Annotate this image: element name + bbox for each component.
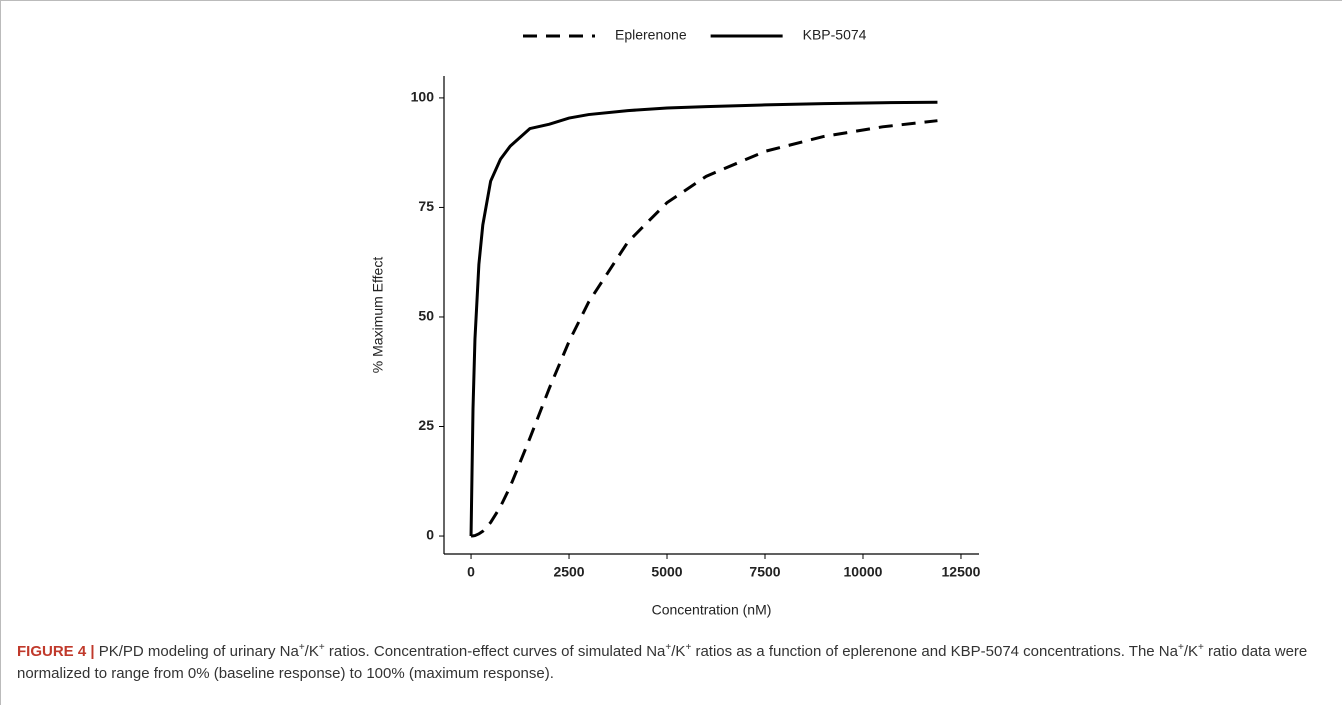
caption-text: ratio data were normalized to range from… xyxy=(17,643,1308,682)
caption: FIGURE 4 | PK/PD modeling of urinary Na+… xyxy=(17,641,1317,685)
line xyxy=(469,100,938,537)
caption-text: /K xyxy=(671,643,686,660)
x-tick-label: 10000 xyxy=(844,564,883,580)
y-tick-label: 75 xyxy=(418,198,434,214)
x-axis-label: Concentration (nM) xyxy=(652,602,772,618)
line xyxy=(470,119,938,538)
superscript: + xyxy=(318,642,325,653)
y-tick-label: 25 xyxy=(418,417,434,433)
caption-text: /K xyxy=(1183,643,1199,660)
superscript: + xyxy=(685,642,692,653)
x-tick-label: 2500 xyxy=(553,564,584,580)
y-tick-label: 0 xyxy=(426,527,434,543)
caption-text: PK/PD modeling of urinary Na xyxy=(98,643,299,660)
y-axis-label: % Maximum Effect xyxy=(370,257,386,374)
superscript: + xyxy=(1198,642,1204,653)
x-tick-label: 7500 xyxy=(749,564,780,580)
y-tick-label: 50 xyxy=(418,308,434,324)
caption-text: ratios. Concentration-effect curves of s… xyxy=(324,643,666,660)
legend-label: Eplerenone xyxy=(615,27,687,43)
chart: 0 25 50 75 100 0 2500 5000 7500 10000 12500 Concent… xyxy=(370,27,981,618)
superscript: + xyxy=(298,642,305,653)
x-tick-label: 5000 xyxy=(651,564,682,580)
caption-label: FIGURE 4 | xyxy=(17,643,95,660)
superscript: + xyxy=(665,642,672,653)
x-tick-label: 0 xyxy=(467,564,475,580)
legend-label: KBP-5074 xyxy=(803,27,867,43)
superscript: + xyxy=(1177,642,1184,653)
caption-text: ratios as a function of eplerenone and K… xyxy=(691,643,1178,660)
y-tick-label: 100 xyxy=(411,89,435,105)
x-tick-label: 12500 xyxy=(942,564,981,580)
caption-text: /K xyxy=(304,643,319,660)
